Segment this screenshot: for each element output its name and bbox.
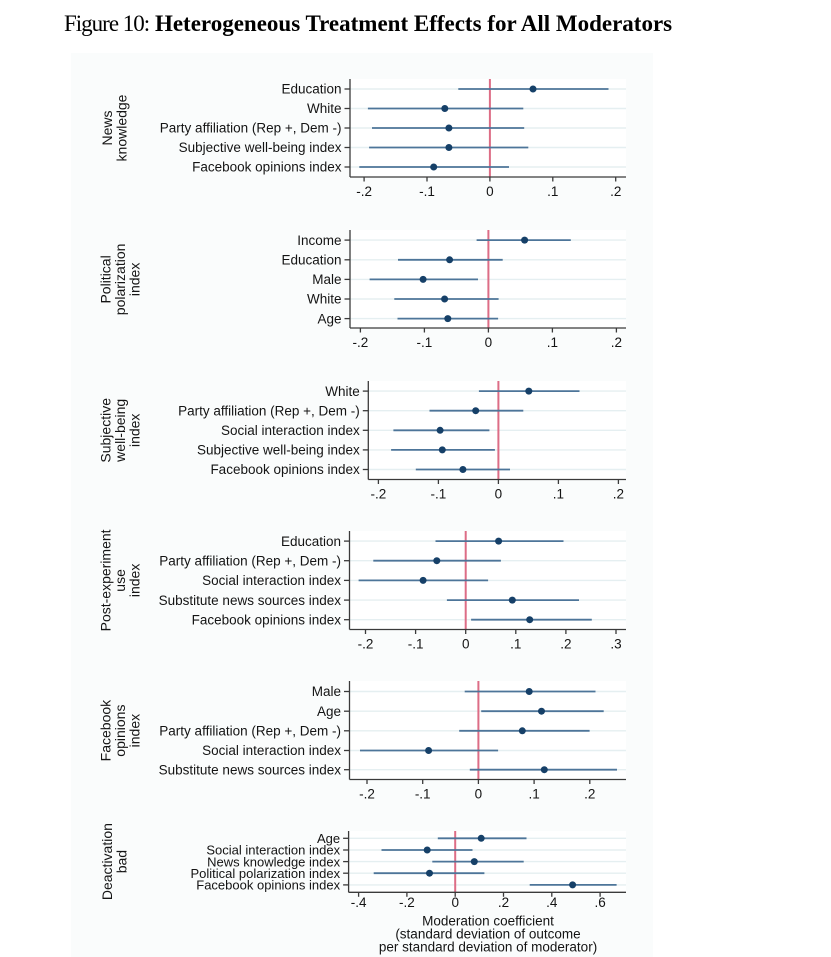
svg-text:.1: .1: [547, 335, 558, 350]
svg-text:Age: Age: [317, 831, 340, 846]
svg-text:.1: .1: [547, 184, 558, 199]
svg-text:-.2: -.2: [399, 895, 415, 910]
svg-text:Deactivation: Deactivation: [99, 823, 115, 900]
svg-text:-.1: -.1: [431, 487, 447, 502]
svg-text:-.4: -.4: [351, 895, 367, 910]
svg-text:-.2: -.2: [359, 787, 375, 802]
svg-text:.1: .1: [528, 787, 539, 802]
svg-text:0: 0: [485, 335, 493, 350]
svg-text:-.2: -.2: [353, 335, 369, 350]
svg-text:Facebook: Facebook: [98, 699, 114, 761]
svg-text:-.2: -.2: [371, 487, 387, 502]
svg-text:Facebook opinions index: Facebook opinions index: [192, 612, 342, 627]
svg-text:.1: .1: [510, 637, 521, 652]
svg-text:Social interaction index: Social interaction index: [206, 843, 340, 858]
svg-text:White: White: [325, 384, 360, 399]
svg-text:.2: .2: [610, 184, 621, 199]
svg-text:Education: Education: [281, 253, 341, 268]
svg-text:index: index: [127, 414, 143, 447]
svg-text:index: index: [127, 714, 143, 747]
svg-text:0: 0: [451, 895, 459, 910]
svg-text:per standard deviation of mode: per standard deviation of moderator): [379, 940, 597, 955]
svg-text:.2: .2: [584, 787, 595, 802]
svg-text:.2: .2: [560, 637, 571, 652]
svg-text:Subjective well-being index: Subjective well-being index: [197, 443, 360, 458]
svg-text:News: News: [99, 110, 115, 145]
svg-text:-.1: -.1: [419, 184, 435, 199]
svg-text:.4: .4: [546, 895, 558, 910]
svg-text:-.2: -.2: [358, 637, 374, 652]
svg-text:Party affiliation (Rep +, Dem: Party affiliation (Rep +, Dem -): [178, 403, 360, 418]
svg-text:opinions: opinions: [112, 705, 128, 757]
svg-text:well-being: well-being: [112, 399, 128, 463]
svg-text:-.1: -.1: [417, 335, 433, 350]
svg-text:-.1: -.1: [408, 637, 424, 652]
svg-text:Male: Male: [312, 684, 341, 699]
svg-text:(standard deviation of outcome: (standard deviation of outcome: [395, 927, 580, 942]
svg-text:.2: .2: [611, 335, 622, 350]
svg-text:knowledge: knowledge: [114, 94, 130, 161]
svg-text:Subjective: Subjective: [98, 398, 114, 463]
svg-text:index: index: [127, 263, 143, 296]
svg-text:Age: Age: [317, 311, 341, 326]
svg-text:Party affiliation (Rep +, Dem: Party affiliation (Rep +, Dem -): [159, 553, 341, 568]
svg-text:.3: .3: [610, 637, 621, 652]
svg-text:bad: bad: [114, 850, 130, 873]
svg-text:News knowledge index: News knowledge index: [207, 854, 340, 869]
svg-text:Social interaction index: Social interaction index: [221, 423, 360, 438]
svg-text:Social interaction index: Social interaction index: [202, 743, 341, 758]
svg-text:.2: .2: [613, 487, 624, 502]
svg-text:Age: Age: [317, 704, 341, 719]
svg-text:Party affiliation (Rep +, Dem: Party affiliation (Rep +, Dem -): [160, 121, 342, 136]
svg-text:use: use: [112, 569, 128, 592]
svg-text:Substitute news sources index: Substitute news sources index: [159, 762, 342, 777]
svg-text:0: 0: [475, 787, 483, 802]
svg-text:.1: .1: [553, 487, 564, 502]
svg-text:.6: .6: [594, 895, 605, 910]
svg-text:Male: Male: [312, 272, 341, 287]
svg-text:.2: .2: [498, 895, 509, 910]
svg-text:0: 0: [486, 184, 494, 199]
svg-text:Facebook opinions index: Facebook opinions index: [192, 160, 342, 175]
svg-text:Moderation coefficient: Moderation coefficient: [422, 914, 554, 929]
svg-text:-.2: -.2: [356, 184, 372, 199]
svg-text:Education: Education: [281, 534, 341, 549]
svg-text:Facebook opinions index: Facebook opinions index: [210, 462, 360, 477]
svg-text:White: White: [307, 101, 342, 116]
svg-text:Subjective well-being index: Subjective well-being index: [179, 140, 342, 155]
svg-text:Political polarization index: Political polarization index: [191, 866, 341, 881]
svg-text:polarization: polarization: [112, 244, 128, 316]
svg-text:-.1: -.1: [415, 787, 431, 802]
svg-text:Substitute news sources index: Substitute news sources index: [159, 593, 342, 608]
svg-text:Party affiliation (Rep +, Dem: Party affiliation (Rep +, Dem -): [159, 724, 341, 739]
svg-text:Post-experiment: Post-experiment: [98, 529, 114, 631]
svg-text:Education: Education: [281, 82, 341, 97]
svg-text:Facebook opinions index: Facebook opinions index: [196, 878, 340, 893]
svg-text:Social interaction index: Social interaction index: [202, 573, 341, 588]
svg-text:White: White: [307, 292, 342, 307]
svg-text:0: 0: [462, 637, 470, 652]
svg-text:Political: Political: [98, 255, 114, 303]
svg-text:index: index: [127, 564, 143, 597]
svg-text:Income: Income: [297, 233, 341, 248]
svg-text:0: 0: [495, 487, 503, 502]
